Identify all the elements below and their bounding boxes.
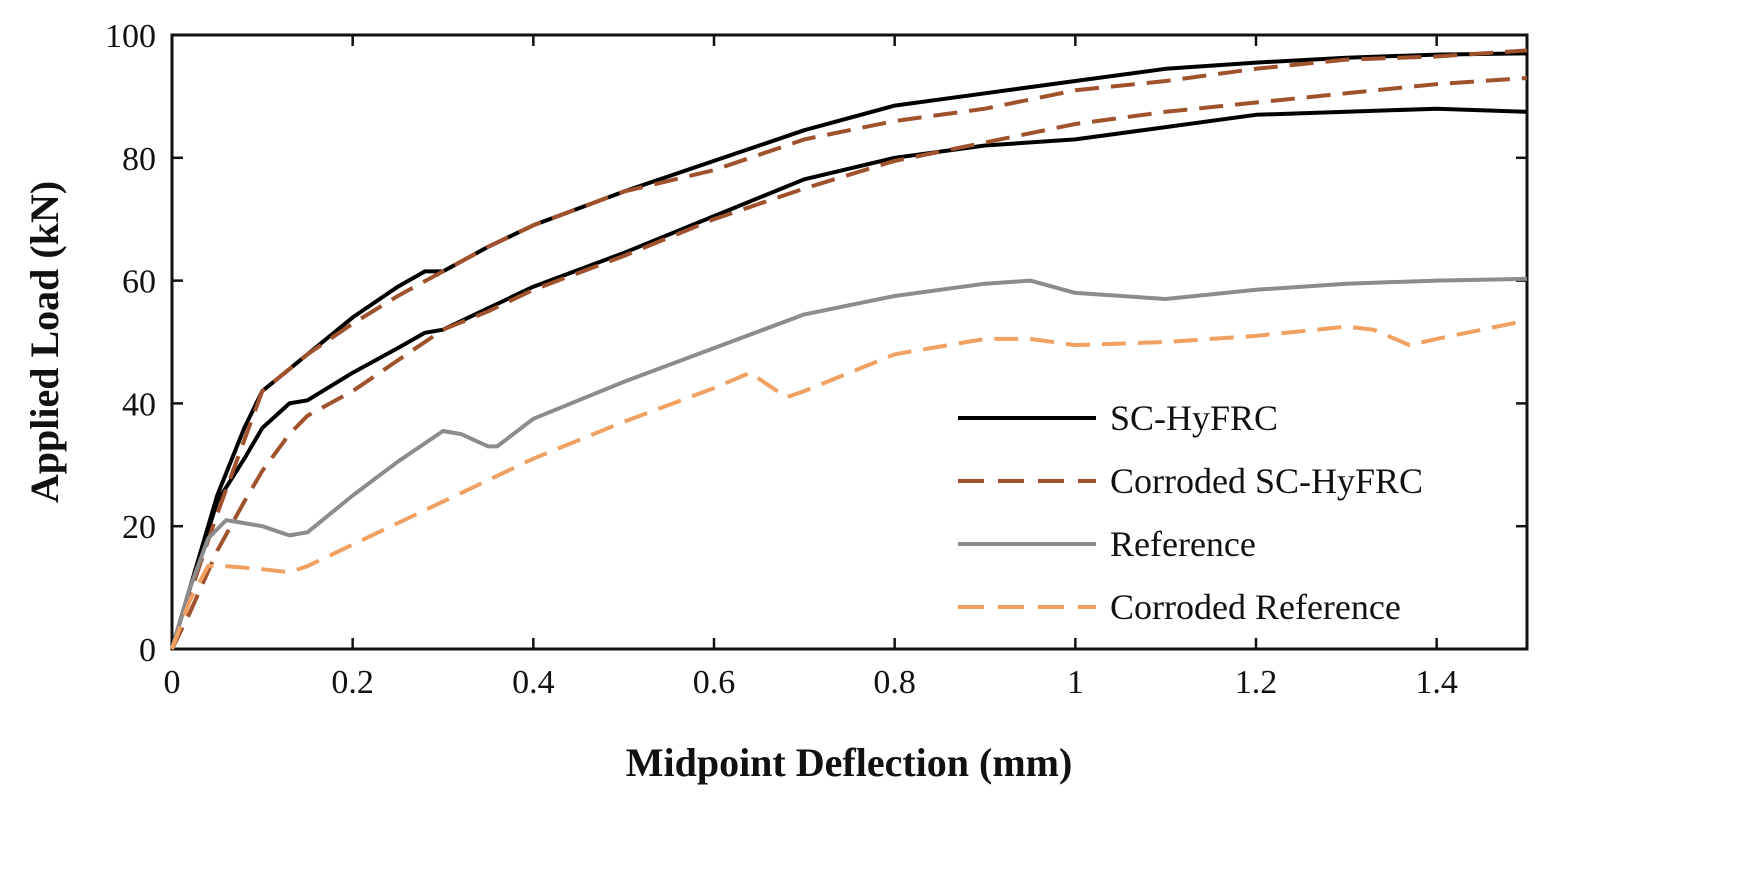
x-tick-label: 1.2 xyxy=(1235,664,1278,701)
y-tick-label: 80 xyxy=(122,141,156,178)
x-tick-label: 0 xyxy=(164,664,181,701)
y-tick-label: 100 xyxy=(105,18,156,55)
legend-label-reference: Reference xyxy=(1110,524,1256,564)
y-tick-label: 0 xyxy=(139,632,156,669)
x-tick-label: 1 xyxy=(1067,664,1084,701)
y-axis-title: Applied Load (kN) xyxy=(22,181,67,503)
series-line-reference xyxy=(170,276,1528,650)
axis-ticks xyxy=(170,33,1527,651)
series-line-corroded-sc-hyfrc xyxy=(170,48,1528,650)
legend-label-corroded-reference: Corroded Reference xyxy=(1110,587,1401,627)
x-tick-label: 0.8 xyxy=(873,664,916,701)
series-line-sc-hyfrc xyxy=(170,51,1528,650)
axis-tick-labels: 0 0.2 0.4 0.6 0.8 1 1.2 1.4 0 20 40 60 80 100 xyxy=(105,18,1458,701)
y-tick-label: 20 xyxy=(122,509,156,546)
series-line-corroded-reference xyxy=(170,318,1528,650)
series-layer xyxy=(170,48,1528,650)
series-line-corroded-sc-hyfrc xyxy=(170,76,1528,650)
legend-label-sc-hyfrc: SC-HyFRC xyxy=(1110,398,1278,438)
series-line-sc-hyfrc xyxy=(170,106,1528,650)
x-tick-label: 0.2 xyxy=(331,664,374,701)
chart-legend: SC-HyFRC Corroded SC-HyFRC Reference Corrod… xyxy=(958,398,1423,627)
x-axis-title: Midpoint Deflection (mm) xyxy=(626,740,1073,785)
x-tick-label: 0.6 xyxy=(693,664,736,701)
y-tick-label: 40 xyxy=(122,386,156,423)
y-tick-label: 60 xyxy=(122,264,156,301)
plot-frame xyxy=(170,33,1529,651)
x-tick-label: 0.4 xyxy=(512,664,555,701)
x-tick-label: 1.4 xyxy=(1415,664,1458,701)
legend-label-corroded-sc-hyfrc: Corroded SC-HyFRC xyxy=(1110,461,1423,501)
